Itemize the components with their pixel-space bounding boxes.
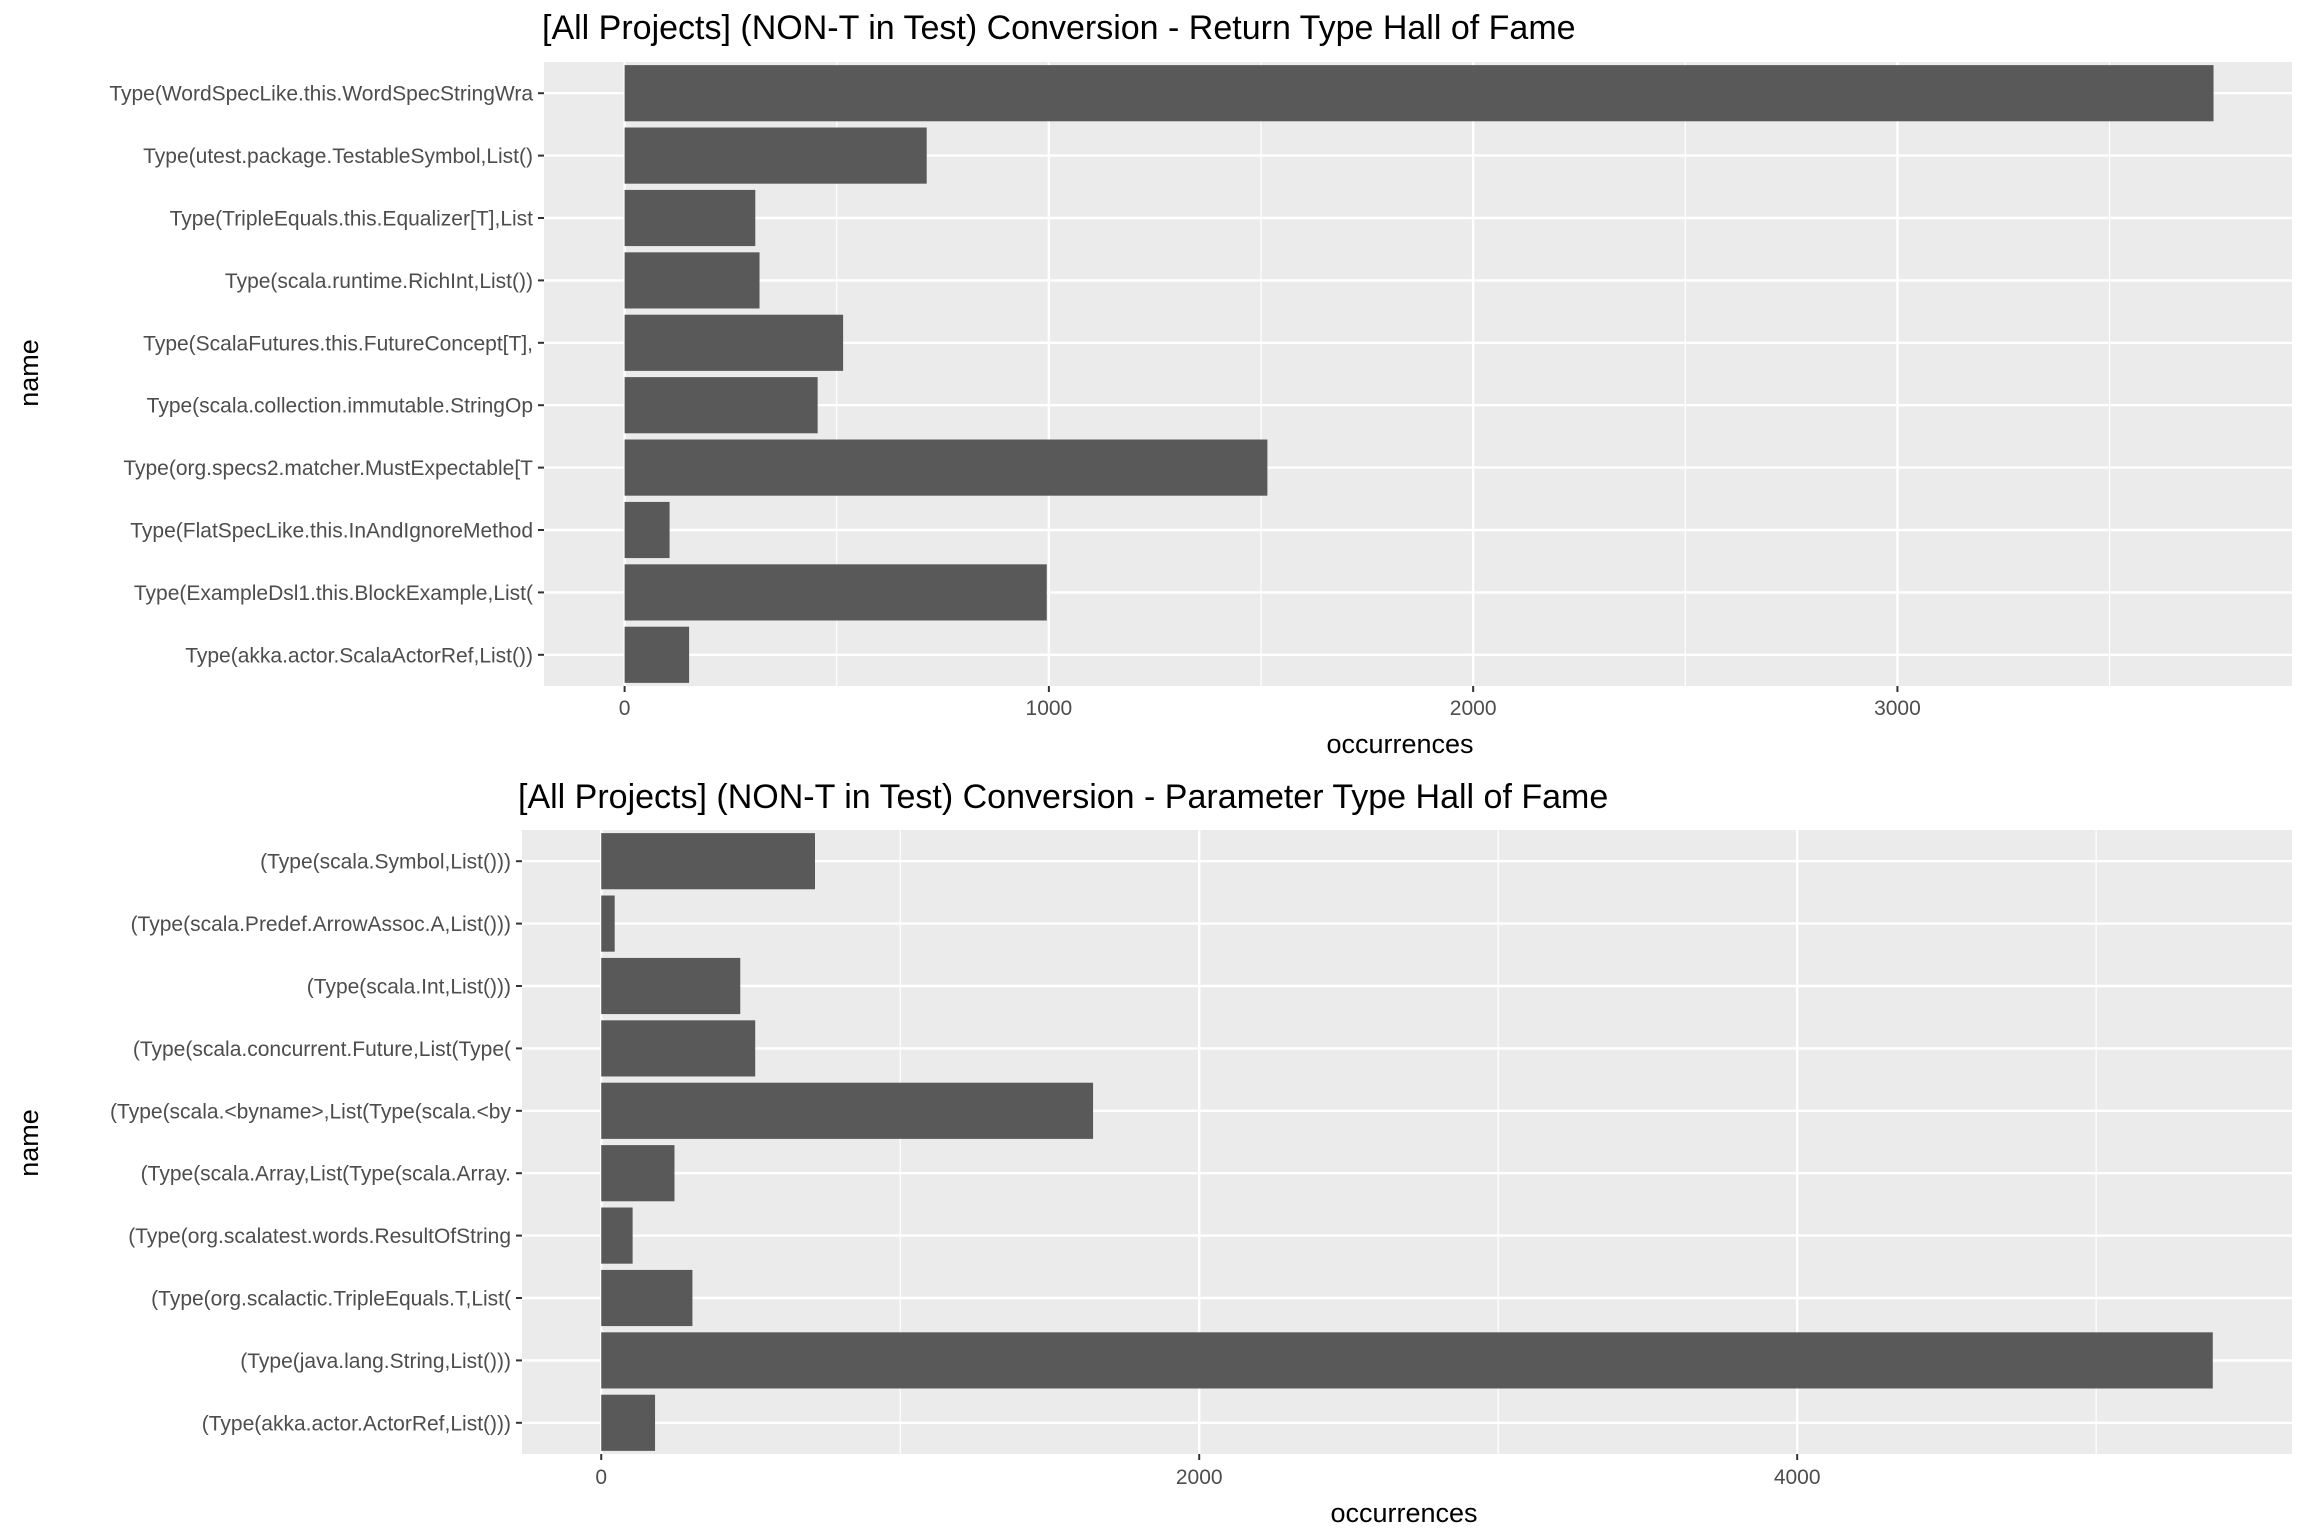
return-type-chart: [All Projects] (NON-T in Test) Conversio…	[14, 9, 2292, 759]
bar	[624, 377, 818, 434]
bar	[601, 833, 816, 890]
y-tick-label: (Type(org.scalatest.words.ResultOfString	[128, 1225, 511, 1248]
y-tick-label: (Type(scala.Symbol,List()))	[260, 851, 511, 874]
y-tick-label: Type(ExampleDsl1.this.BlockExample,List(	[134, 582, 533, 605]
bar	[601, 1082, 1094, 1139]
y-tick-label: (Type(scala.Predef.ArrowAssoc.A,List()))	[131, 913, 511, 936]
y-tick-label: (Type(java.lang.String,List()))	[240, 1350, 511, 1373]
y-tick-label: (Type(scala.Int,List()))	[307, 976, 511, 999]
y-tick-label: Type(FlatSpecLike.this.InAndIgnoreMethod	[130, 520, 533, 543]
bar	[601, 1207, 633, 1264]
y-axis-label: name	[14, 1109, 44, 1177]
bar	[624, 127, 927, 184]
bar	[601, 1020, 756, 1077]
bar	[624, 65, 2214, 122]
bar	[624, 314, 844, 371]
bar	[601, 895, 615, 952]
bar	[624, 252, 760, 309]
x-tick-label: 3000	[1874, 697, 1921, 720]
y-tick-label: (Type(org.scalactic.TripleEquals.T,List(	[151, 1288, 511, 1311]
chart-title: [All Projects] (NON-T in Test) Conversio…	[518, 778, 1608, 816]
bar	[624, 439, 1268, 496]
x-tick-label: 0	[619, 697, 631, 720]
bar	[601, 1269, 693, 1327]
x-axis-label: occurrences	[1326, 729, 1473, 759]
y-tick-label: Type(TripleEquals.this.Equalizer[T],List	[170, 208, 534, 231]
x-tick-label: 2000	[1176, 1466, 1223, 1489]
y-tick-label: (Type(scala.Array,List(Type(scala.Array.	[141, 1163, 511, 1186]
chart-title: [All Projects] (NON-T in Test) Conversio…	[542, 9, 1576, 47]
bar	[624, 564, 1047, 621]
bar	[601, 1145, 675, 1202]
y-tick-label: Type(WordSpecLike.this.WordSpecStringWra	[109, 83, 533, 106]
parameter-type-chart: [All Projects] (NON-T in Test) Conversio…	[14, 778, 2292, 1528]
y-tick-label: Type(scala.collection.immutable.StringOp	[147, 395, 533, 418]
y-tick-label: (Type(akka.actor.ActorRef,List()))	[202, 1412, 511, 1435]
x-tick-label: 4000	[1774, 1466, 1821, 1489]
bar	[601, 957, 741, 1015]
y-tick-label: (Type(scala.<byname>,List(Type(scala.<by	[110, 1100, 511, 1123]
bar	[601, 1394, 656, 1451]
x-tick-label: 2000	[1450, 697, 1497, 720]
bar	[624, 501, 670, 559]
y-axis-label: name	[14, 339, 44, 407]
x-tick-label: 1000	[1026, 697, 1073, 720]
bar	[601, 1332, 2213, 1389]
y-tick-label: Type(akka.actor.ScalaActorRef,List())	[185, 644, 533, 667]
y-tick-label: Type(scala.runtime.RichInt,List())	[225, 270, 533, 293]
y-tick-label: Type(ScalaFutures.this.FutureConcept[T],	[143, 332, 533, 355]
x-axis-label: occurrences	[1330, 1498, 1477, 1528]
y-tick-label: (Type(scala.concurrent.Future,List(Type(	[133, 1038, 511, 1061]
y-tick-label: Type(utest.package.TestableSymbol,List()	[143, 145, 533, 168]
bar	[624, 189, 756, 247]
y-tick-label: Type(org.specs2.matcher.MustExpectable[T	[123, 457, 533, 480]
bar	[624, 626, 690, 683]
x-tick-label: 0	[595, 1466, 607, 1489]
